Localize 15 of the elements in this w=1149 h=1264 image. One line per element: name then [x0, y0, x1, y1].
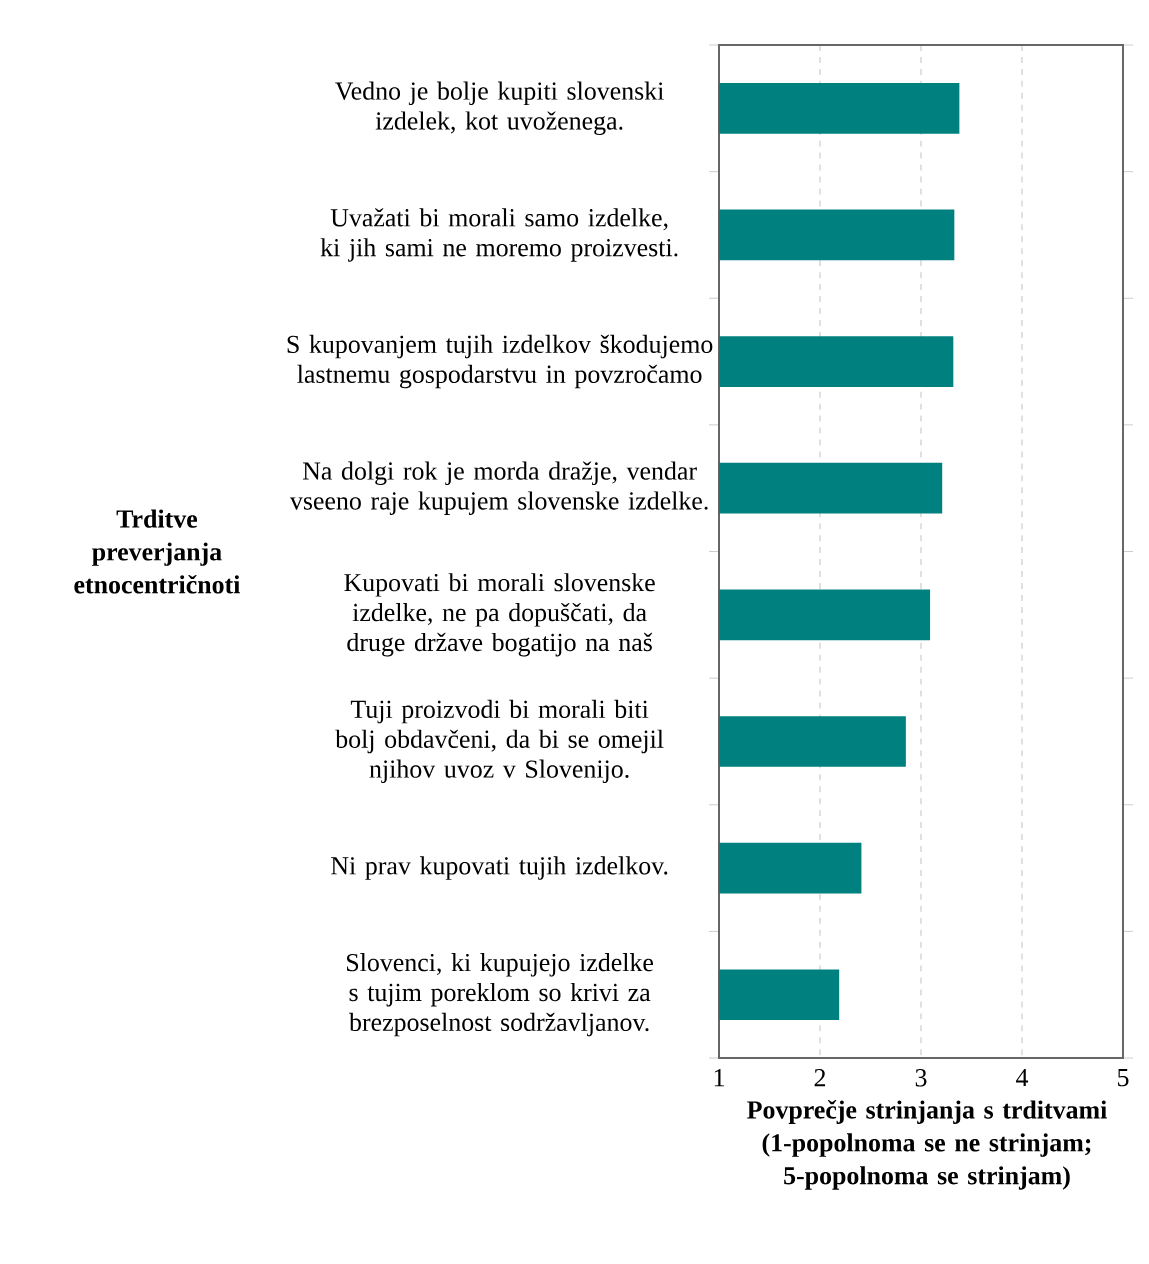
- y-axis-title: Trditve preverjanja etnocentričnoti: [74, 509, 241, 594]
- y-tick-label: Tuji proizvodi bi morali biti bolj obdavčeni, da bi se omejil njihov uvoz v Slovenijo.: [335, 699, 664, 784]
- x-tick-label: 3: [915, 1069, 927, 1087]
- y-tick-label: Vedno je bolje kupiti slovenski izdelek, kot uvoženega.: [335, 81, 664, 136]
- y-tick-label: Slovenci, ki kupujejo izdelke s tujim poreklom so krivi za brezposelnost sodržavljanov.: [347, 953, 654, 1037]
- x-axis-title: Povprečje strinjanja s trditvami (1-popolnoma se ne strinjam; 5-popolnoma se strinjam): [747, 1100, 1107, 1190]
- x-tick-label: 1: [714, 1069, 724, 1087]
- y-tick-label: Ni prav kupovati tujih izdelkov.: [331, 856, 668, 880]
- y-tick-label: Kupovati bi morali slovenske izdelke, ne pa dopuščati, da druge države bogatijo na naš: [344, 573, 655, 657]
- x-tick-label: 4: [1016, 1069, 1029, 1087]
- x-tick-label: 2: [814, 1069, 826, 1087]
- y-tick-label: S kupovanjem tujih izdelkov škodujemo lastnemu gospodarstvu in povzročamo: [287, 334, 713, 389]
- x-tick-label: 5: [1118, 1069, 1129, 1087]
- y-tick-label: Na dolgi rok je morda dražje, vendar vseeno raje kupujem slovenske izdelke.: [289, 461, 708, 515]
- y-tick-label: Uvažati bi morali samo izdelke, ki jih sami ne moremo proizvesti.: [320, 208, 678, 262]
